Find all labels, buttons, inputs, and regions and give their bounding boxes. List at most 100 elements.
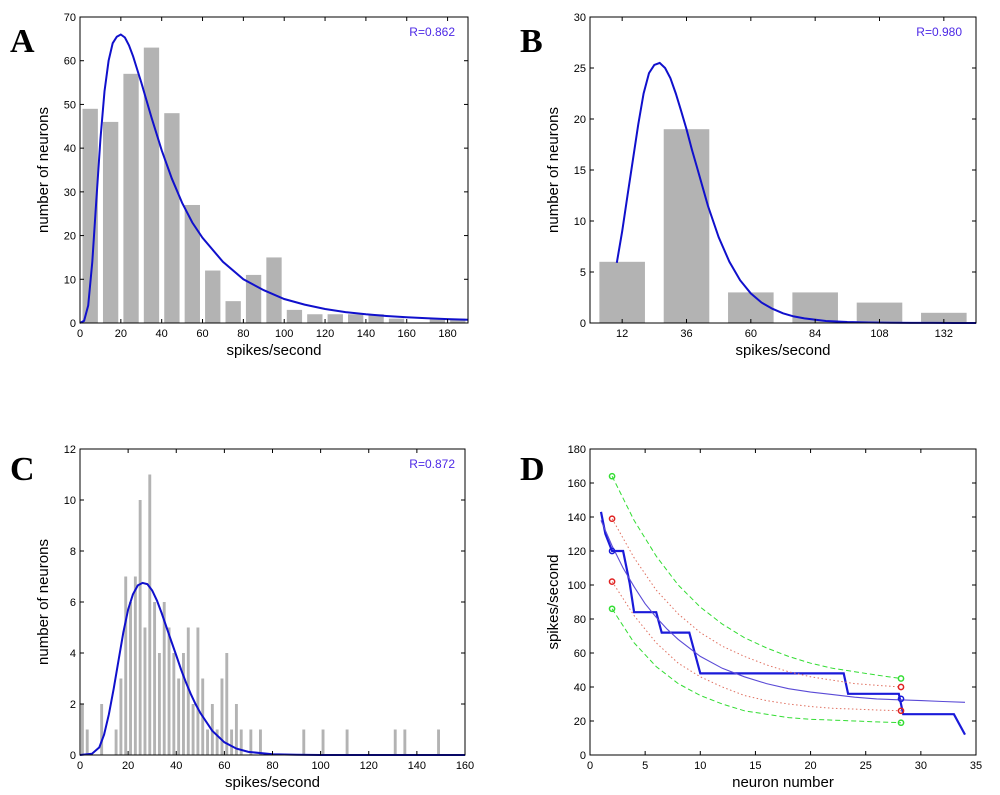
bar bbox=[348, 314, 364, 323]
y-tick-label: 15 bbox=[574, 165, 586, 177]
x-tick-label: 40 bbox=[170, 760, 182, 772]
bar bbox=[82, 108, 98, 323]
bar bbox=[133, 576, 137, 755]
chart-panel-b: 12 36 60 84 108 132 0 5 10 15 20 25 30 spikes/second n… bbox=[545, 12, 977, 359]
plot-frame bbox=[79, 16, 469, 324]
bar bbox=[286, 309, 303, 323]
panel-label-a: A bbox=[10, 23, 35, 60]
x-tick-label: 120 bbox=[316, 328, 334, 340]
y-tick-label: 10 bbox=[574, 216, 586, 228]
fit-curve-line bbox=[615, 61, 976, 324]
bar bbox=[153, 602, 157, 755]
chart-panels: 0 20 40 60 80 100 120 140 160 180010203040506070s… bbox=[35, 12, 982, 791]
data-marker bbox=[608, 515, 616, 523]
x-tick-label: 140 bbox=[357, 328, 375, 340]
upper-green-line bbox=[611, 475, 902, 679]
panel-label-d: D bbox=[520, 451, 545, 488]
bar bbox=[599, 261, 645, 323]
fit-curve-line bbox=[79, 581, 465, 756]
bar bbox=[124, 576, 128, 755]
bar bbox=[225, 301, 241, 323]
x-tick-label: 160 bbox=[398, 328, 416, 340]
y-tick-label: 0 bbox=[70, 750, 76, 762]
data-marker bbox=[897, 695, 905, 703]
y-tick-label: 140 bbox=[568, 512, 586, 524]
x-tick-label: 60 bbox=[196, 328, 208, 340]
x-tick-label: 0 bbox=[77, 328, 83, 340]
bar bbox=[388, 318, 405, 323]
x-tick-label: 12 bbox=[616, 328, 628, 340]
bar bbox=[182, 653, 185, 755]
bar bbox=[225, 653, 229, 755]
x-axis-label: neuron number bbox=[732, 774, 834, 791]
bar bbox=[437, 729, 440, 755]
data-marker bbox=[608, 472, 616, 480]
y-tick-label: 4 bbox=[70, 648, 76, 660]
y-tick-label: 60 bbox=[574, 648, 586, 660]
x-tick-label: 20 bbox=[804, 760, 816, 772]
bar bbox=[403, 729, 407, 755]
bar bbox=[249, 729, 253, 755]
data-marker bbox=[608, 605, 616, 613]
y-axis-label: number of neurons bbox=[35, 539, 52, 665]
y-tick-label: 100 bbox=[568, 580, 586, 592]
bar bbox=[368, 314, 384, 323]
y-tick-label: 120 bbox=[568, 546, 586, 558]
data-marker bbox=[608, 547, 616, 555]
y-tick-label: 20 bbox=[574, 716, 586, 728]
bar bbox=[164, 113, 180, 324]
bar bbox=[80, 704, 84, 755]
lower-green-line bbox=[611, 608, 902, 724]
x-tick-label: 60 bbox=[218, 760, 230, 772]
bar bbox=[259, 729, 262, 755]
bar bbox=[393, 729, 397, 755]
x-tick-label: 5 bbox=[642, 760, 648, 772]
x-tick-label: 15 bbox=[749, 760, 761, 772]
x-tick-label: 20 bbox=[115, 328, 127, 340]
plot-frame bbox=[79, 448, 466, 756]
y-axis-label: number of neurons bbox=[545, 107, 562, 233]
correlation-annotation: R=0.980 bbox=[916, 25, 962, 39]
x-axis-label: spikes/second bbox=[225, 774, 320, 791]
fit-curve-line bbox=[79, 33, 469, 324]
y-tick-label: 60 bbox=[64, 56, 76, 68]
bar bbox=[205, 270, 221, 323]
chart-panel-c: 0 20 40 60 80 100 120 140 160 0 2 4 6 8 10 12 spikes/sec… bbox=[35, 444, 474, 791]
plot-frame bbox=[589, 448, 977, 756]
bar bbox=[302, 729, 306, 755]
bar bbox=[220, 678, 224, 755]
x-tick-label: 80 bbox=[266, 760, 278, 772]
y-tick-label: 12 bbox=[64, 444, 76, 456]
bar bbox=[167, 627, 171, 755]
bar bbox=[856, 302, 903, 323]
x-tick-label: 36 bbox=[680, 328, 692, 340]
bar bbox=[663, 129, 710, 323]
bar bbox=[345, 729, 349, 755]
bar bbox=[85, 729, 89, 755]
y-tick-label: 80 bbox=[574, 614, 586, 626]
y-tick-label: 30 bbox=[64, 187, 76, 199]
bar bbox=[114, 729, 118, 755]
x-tick-label: 160 bbox=[456, 760, 474, 772]
x-tick-label: 0 bbox=[587, 760, 593, 772]
y-tick-label: 20 bbox=[64, 231, 76, 243]
bar bbox=[196, 627, 200, 755]
correlation-annotation: R=0.862 bbox=[409, 25, 455, 39]
bar bbox=[102, 121, 119, 324]
x-tick-label: 180 bbox=[438, 328, 456, 340]
data-marker bbox=[897, 707, 905, 715]
data-marker bbox=[897, 719, 905, 727]
bar bbox=[186, 627, 190, 755]
bar bbox=[157, 653, 161, 755]
bar bbox=[307, 314, 323, 323]
data-marker bbox=[608, 578, 616, 585]
x-tick-label: 120 bbox=[360, 760, 378, 772]
x-tick-label: 100 bbox=[275, 328, 293, 340]
y-tick-label: 6 bbox=[70, 597, 76, 609]
bar bbox=[138, 500, 142, 755]
chart-panel-a: 0 20 40 60 80 100 120 140 160 180 0 10 20 30 40 50 60 70 s… bbox=[35, 12, 469, 359]
x-tick-label: 132 bbox=[935, 328, 953, 340]
bar bbox=[191, 704, 195, 755]
y-tick-label: 25 bbox=[574, 63, 586, 75]
